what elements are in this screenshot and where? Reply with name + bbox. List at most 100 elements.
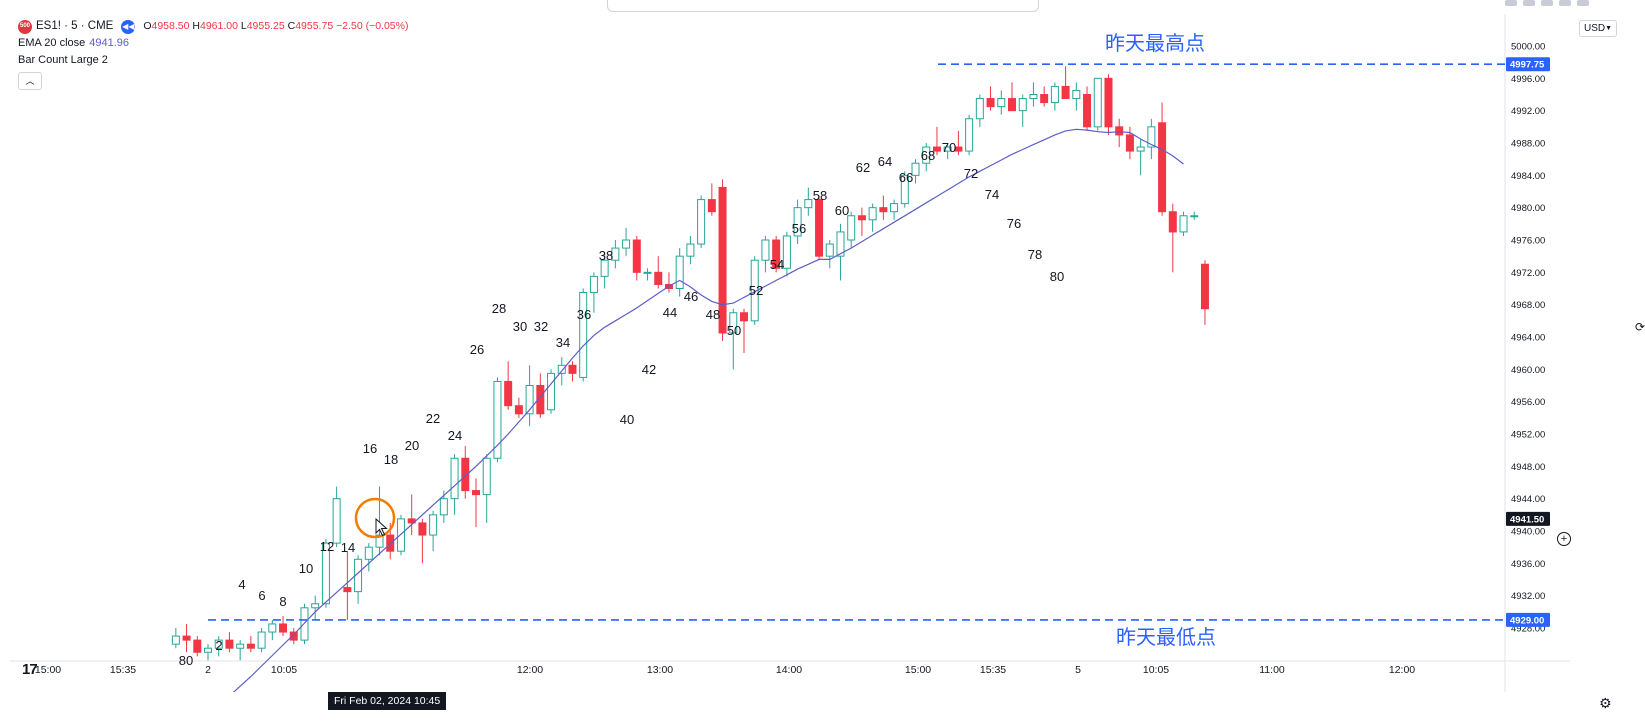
candle-down [289, 631, 298, 641]
cursor-price-tag: 4941.50 [1510, 514, 1544, 525]
candle-up [311, 603, 320, 609]
candle-down [472, 490, 480, 496]
candle-up [697, 199, 706, 245]
bar-count-label: 68 [921, 148, 935, 163]
candle-down [536, 385, 545, 415]
side-panel-toggle-icon[interactable]: ⟳ [1634, 320, 1645, 334]
time-tick-label: 13:00 [647, 664, 673, 676]
bar-count-label: 56 [792, 221, 806, 236]
candle-up [825, 243, 834, 257]
candle-up [1018, 98, 1027, 112]
candle-up [321, 542, 330, 605]
price-tick-label: 4944.00 [1511, 494, 1545, 505]
ema-line [232, 128, 1184, 692]
candle-down [343, 587, 352, 593]
candle-up [965, 118, 974, 152]
bar-count-label: 40 [620, 412, 634, 427]
candle-up [943, 146, 952, 152]
candle-up [1050, 85, 1059, 104]
high-price-tag: 4997.75 [1510, 60, 1545, 71]
replay-back-icon[interactable]: ◀◀ [121, 19, 136, 34]
candle-down [418, 522, 427, 536]
low-price-tag-bg [1506, 612, 1550, 627]
bar-count-label: 28 [492, 301, 506, 316]
bar-count-label: Bar Count Large 2 [18, 54, 108, 66]
candle-up [761, 239, 770, 261]
candle-up [847, 215, 856, 241]
candle-up [911, 162, 920, 176]
candle-up [482, 457, 491, 496]
candle-down [193, 639, 202, 653]
candle-up [493, 380, 502, 459]
candle-down [707, 199, 716, 213]
ema-value: 4941.96 [89, 37, 130, 49]
candle-down [1104, 77, 1113, 128]
candle-down [718, 186, 727, 334]
bar-count-label: 80 [179, 653, 193, 668]
bar-count-label: 70 [942, 140, 956, 155]
low-price-tag: 4929.00 [1510, 615, 1544, 626]
candle-up [429, 514, 438, 536]
candle-down [279, 623, 288, 633]
add-alert-plus-icon[interactable]: + [1557, 532, 1571, 546]
candle-up [589, 275, 598, 294]
candle-up [236, 643, 245, 649]
candle-up [1147, 126, 1156, 148]
candle-down [1168, 211, 1177, 233]
candle-up [214, 639, 223, 649]
candle-up [804, 199, 813, 209]
bar-count-label: 74 [985, 187, 999, 202]
candle-up [439, 498, 448, 516]
bar-count-label: 14 [341, 540, 355, 555]
candle-up [171, 635, 180, 645]
price-tick-label: 4964.00 [1511, 333, 1545, 344]
symbol-title[interactable]: ES1! · 5 · CME [36, 20, 114, 32]
candle-up [557, 364, 566, 374]
bar-count-label: 38 [599, 248, 613, 263]
bar-count-label: 30 [513, 319, 527, 334]
candle-up [622, 239, 631, 249]
candle-up [1072, 89, 1081, 100]
candle-down [986, 98, 995, 108]
bar-count-label: 52 [749, 283, 763, 298]
candle-up [611, 247, 620, 261]
candle-down [225, 639, 234, 649]
candle-down [1125, 134, 1134, 152]
bar-count-label: 72 [964, 166, 978, 181]
price-tick-label: 4984.00 [1511, 171, 1545, 182]
bar-count-label: 42 [642, 362, 656, 377]
bar-count-indicator-row[interactable]: Bar Count Large 2 [18, 52, 408, 69]
ema-indicator-row[interactable]: EMA 20 close 4941.96 [18, 35, 408, 52]
bar-count-label: 16 [363, 441, 377, 456]
price-tick-label: 4956.00 [1511, 397, 1545, 408]
bar-count-label: 62 [856, 160, 870, 175]
time-tick-label: 14:00 [776, 664, 802, 676]
bar-count-label: 54 [770, 257, 784, 272]
bar-count-label: 60 [835, 203, 849, 218]
candle-down [740, 312, 748, 322]
collapse-legend-button[interactable]: ︿ [18, 72, 42, 90]
candle-down [461, 457, 470, 492]
tradingview-logo[interactable]: 17 [22, 661, 38, 678]
floating-drawing-toolbar[interactable] [607, 0, 1039, 12]
currency-selector[interactable]: USD ▼ [1579, 20, 1617, 37]
gear-icon[interactable]: ⚙ [1599, 695, 1612, 711]
price-tick-label: 4988.00 [1511, 139, 1545, 150]
candle-up [729, 312, 738, 334]
time-tick-label: 12:00 [517, 664, 543, 676]
symbol-row[interactable]: 500 ES1! · 5 · CME ◀◀ O4958.50 H4961.00 … [18, 18, 408, 35]
candle-down [514, 405, 523, 415]
candle-up [643, 271, 652, 274]
ema-label: EMA 20 close [18, 37, 86, 49]
window-controls[interactable] [1505, 0, 1645, 8]
bar-count-label: 6 [258, 588, 265, 603]
candle-up [1179, 215, 1188, 233]
chart-pane[interactable]: 昨天最高点 昨天最低点 80 2 4 6 8 10 12 14 16 18 20 22 24 26 28 30 32… [10, 14, 1570, 692]
candle-up [922, 146, 931, 164]
candle-down [632, 239, 641, 273]
cursor-highlight-ring [354, 497, 396, 539]
time-cursor-label: Fri Feb 02, 2024 10:45 [328, 692, 447, 710]
candle-down [772, 239, 781, 269]
bar-count-label: 10 [299, 561, 313, 576]
